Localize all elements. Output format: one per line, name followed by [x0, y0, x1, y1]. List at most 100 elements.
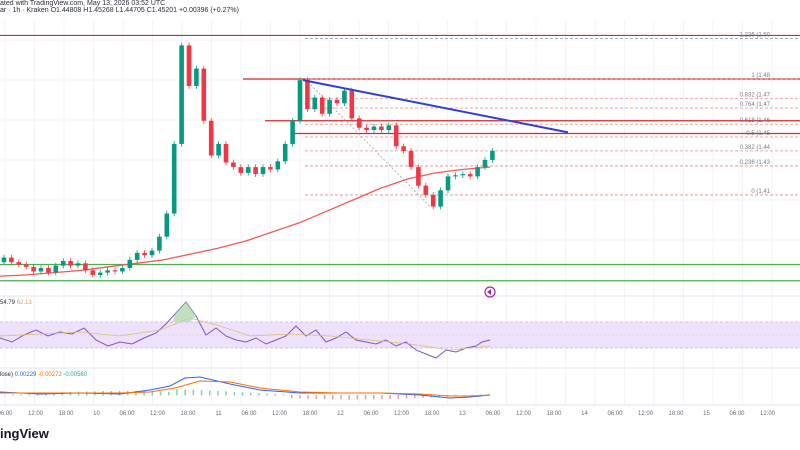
candle-body	[401, 146, 406, 151]
macd-hist-value: -0.00560	[63, 372, 88, 378]
macd-line	[0, 376, 491, 399]
rsi-signal-line	[0, 317, 491, 351]
macd-hist-bar	[471, 394, 473, 396]
candle-body	[164, 213, 170, 237]
time-tick-label: 06:00	[363, 411, 379, 417]
time-tick-label: 12:00	[760, 411, 776, 417]
candle-body	[245, 167, 251, 173]
macd-hist-bar	[36, 393, 39, 396]
time-tick-label: 18:00	[302, 411, 318, 417]
macd-hist-bar	[463, 395, 465, 396]
candle-body	[356, 118, 362, 128]
candle-body	[120, 267, 125, 272]
macd-hist-bar	[405, 395, 408, 399]
macd-hist-bar	[143, 391, 145, 396]
candle-body	[201, 68, 207, 121]
time-tick-label: 06:00	[0, 411, 13, 417]
candle-body	[423, 185, 429, 195]
macd-hist-bar	[250, 392, 252, 396]
candle-body	[208, 120, 214, 156]
candle-body	[194, 68, 199, 86]
macd-hist-bar	[233, 391, 236, 396]
candle-body	[416, 167, 421, 186]
macd-hist-bar	[209, 390, 211, 396]
candle-body	[53, 265, 59, 273]
candle-body	[460, 174, 466, 176]
macd-hist-bar	[282, 394, 285, 396]
candle-body	[105, 270, 110, 273]
time-tick-label: 12:00	[638, 411, 654, 417]
macd-hist-bar	[323, 395, 326, 400]
fib-level-label: 0.618 (1.46	[740, 118, 771, 124]
rsi-signal-value: 62.13	[16, 300, 32, 306]
header-ohlc: ar · 1h · Kraken O1.44808 H1.45268 L1.44…	[0, 7, 239, 14]
time-tick-label: 13	[459, 411, 466, 417]
fib-level-label: 0.832 (1.47	[740, 93, 771, 99]
macd-hist-bar	[12, 394, 14, 396]
time-tick-label: 14	[581, 411, 588, 417]
candle-body	[297, 80, 303, 121]
candle-body	[467, 174, 473, 177]
macd-hist-bar	[307, 395, 309, 399]
macd-legend: lose) 0.00229 -0.00272 -0.00560	[0, 372, 88, 378]
macd-hist-bar	[184, 389, 186, 396]
macd-hist-bar	[291, 395, 293, 399]
rsi-value: 54.79	[0, 300, 16, 306]
candle-body	[23, 264, 29, 267]
time-tick-label: 12:00	[394, 411, 410, 417]
candle-body	[231, 162, 236, 168]
rsi-legend: 54.79 62.13	[0, 300, 32, 306]
replay-arrow	[487, 289, 491, 295]
time-tick-label: 11	[215, 411, 222, 417]
replay-icon[interactable]	[484, 286, 496, 298]
macd-hist-bar	[422, 395, 424, 398]
candle-body	[312, 97, 318, 110]
candle-body	[438, 190, 443, 207]
candle-body	[482, 159, 488, 168]
macd-hist-bar	[299, 395, 301, 399]
fib-level-label: 1.236 (1.50	[740, 32, 771, 38]
macd-hist-bar	[168, 391, 170, 396]
candle-body	[216, 143, 221, 156]
macd-hist-bar	[373, 395, 375, 400]
moving-average-line	[0, 166, 491, 277]
candle-body	[445, 176, 451, 191]
macd-hist-bar	[217, 390, 219, 396]
time-tick-label: 18:00	[668, 411, 684, 417]
fibonacci-retracement: 1.236 (1.50 1 (1.48 0.832 (1.47 0.764 (1.47…	[304, 32, 800, 207]
candle-body	[31, 266, 36, 272]
macd-hist-bar	[241, 392, 244, 396]
fib-level-label: 0.382 (1.44	[740, 145, 771, 151]
candle-body	[490, 150, 495, 160]
replay-ring	[484, 286, 496, 298]
candle-body	[305, 80, 310, 110]
tradingview-logo: ingView	[0, 426, 49, 441]
candle-body	[179, 45, 184, 144]
candle-body	[16, 262, 22, 265]
candle-body	[68, 261, 73, 266]
candle-body	[290, 120, 295, 144]
bearish-trend-line	[302, 79, 569, 134]
macd-hist-bar	[192, 389, 195, 396]
macd-hist-bar	[479, 394, 482, 396]
candle-body	[319, 97, 325, 114]
candle-body	[268, 167, 273, 170]
macd-hist-bar	[389, 395, 391, 399]
rsi-overbought-fill	[172, 302, 196, 322]
candle-body	[386, 125, 392, 131]
candle-body	[282, 143, 288, 162]
candle-body	[364, 127, 369, 131]
rsi-line	[0, 301, 491, 359]
macd-hist-bar	[20, 394, 22, 396]
fib-level-label: 0.764 (1.47	[740, 102, 771, 108]
macd-hist-bar	[77, 391, 80, 396]
time-tick-label: 12:00	[272, 411, 288, 417]
macd-hist-bar	[364, 395, 367, 400]
time-tick-label: 06:00	[729, 411, 745, 417]
candle-body	[260, 167, 266, 175]
candle-body	[223, 143, 229, 163]
trend-line	[302, 79, 569, 134]
macd-hist-bar	[159, 391, 162, 396]
chart-header: ated with TradingView.com, May 13, 2026 …	[0, 0, 239, 14]
